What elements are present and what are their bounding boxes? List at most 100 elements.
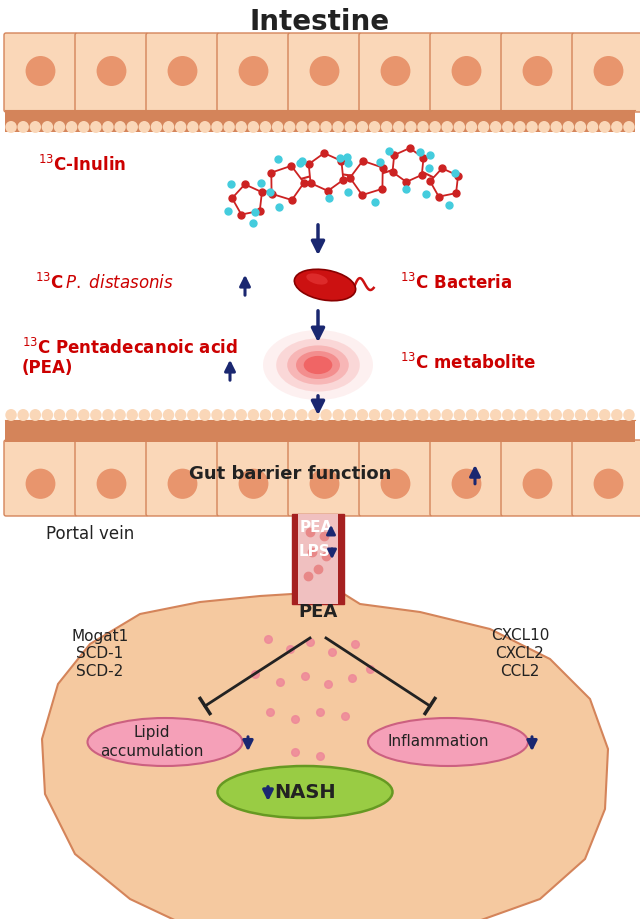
FancyBboxPatch shape <box>572 33 640 112</box>
Ellipse shape <box>307 273 328 285</box>
Ellipse shape <box>90 409 102 421</box>
Ellipse shape <box>26 469 56 499</box>
Ellipse shape <box>54 409 65 421</box>
Ellipse shape <box>550 121 562 133</box>
Ellipse shape <box>163 409 174 421</box>
Ellipse shape <box>393 121 404 133</box>
Ellipse shape <box>454 409 465 421</box>
Ellipse shape <box>287 346 349 384</box>
Polygon shape <box>350 161 383 195</box>
Ellipse shape <box>623 409 635 421</box>
FancyBboxPatch shape <box>146 33 219 112</box>
Bar <box>5 420 635 442</box>
Text: Gut barrier function: Gut barrier function <box>189 465 391 483</box>
Ellipse shape <box>284 121 296 133</box>
Text: Lipid
accumulation: Lipid accumulation <box>100 724 204 759</box>
Ellipse shape <box>310 56 339 86</box>
FancyBboxPatch shape <box>75 33 148 112</box>
Ellipse shape <box>168 56 197 86</box>
Ellipse shape <box>526 409 538 421</box>
FancyArrowPatch shape <box>264 787 272 798</box>
Text: $^{13}$C Pentadecanoic acid: $^{13}$C Pentadecanoic acid <box>22 338 238 358</box>
Ellipse shape <box>78 121 90 133</box>
Polygon shape <box>430 168 458 197</box>
Ellipse shape <box>320 409 332 421</box>
Text: CXCL2: CXCL2 <box>495 646 545 662</box>
Ellipse shape <box>211 121 223 133</box>
Ellipse shape <box>175 121 186 133</box>
Ellipse shape <box>575 121 586 133</box>
FancyBboxPatch shape <box>146 440 219 516</box>
Bar <box>298 514 338 604</box>
Ellipse shape <box>320 121 332 133</box>
FancyBboxPatch shape <box>4 440 77 516</box>
Text: Inflammation: Inflammation <box>387 734 489 750</box>
FancyArrowPatch shape <box>312 396 324 412</box>
Ellipse shape <box>260 409 271 421</box>
Ellipse shape <box>344 121 356 133</box>
Ellipse shape <box>563 409 574 421</box>
Text: CCL2: CCL2 <box>500 664 540 679</box>
Ellipse shape <box>332 409 344 421</box>
Ellipse shape <box>623 121 635 133</box>
FancyArrowPatch shape <box>312 225 324 251</box>
Polygon shape <box>392 148 424 182</box>
Ellipse shape <box>296 409 308 421</box>
FancyBboxPatch shape <box>4 33 77 112</box>
Ellipse shape <box>454 121 465 133</box>
Ellipse shape <box>42 121 53 133</box>
Ellipse shape <box>563 121 574 133</box>
Ellipse shape <box>115 409 126 421</box>
Ellipse shape <box>42 409 53 421</box>
Ellipse shape <box>199 409 211 421</box>
Ellipse shape <box>66 121 77 133</box>
Polygon shape <box>42 594 608 919</box>
FancyBboxPatch shape <box>430 33 503 112</box>
Text: LPS: LPS <box>298 544 330 560</box>
FancyArrowPatch shape <box>328 528 335 535</box>
Ellipse shape <box>344 409 356 421</box>
Ellipse shape <box>139 121 150 133</box>
Ellipse shape <box>452 469 481 499</box>
Ellipse shape <box>294 269 356 301</box>
Ellipse shape <box>168 469 197 499</box>
Ellipse shape <box>276 338 360 391</box>
Ellipse shape <box>523 56 552 86</box>
Ellipse shape <box>236 121 247 133</box>
FancyArrowPatch shape <box>328 549 335 556</box>
Ellipse shape <box>490 121 501 133</box>
Ellipse shape <box>514 121 525 133</box>
Ellipse shape <box>452 56 481 86</box>
FancyBboxPatch shape <box>217 33 290 112</box>
Ellipse shape <box>308 121 320 133</box>
Ellipse shape <box>393 409 404 421</box>
FancyArrowPatch shape <box>528 737 536 748</box>
Ellipse shape <box>97 469 127 499</box>
Ellipse shape <box>150 121 162 133</box>
Text: $^{13}$C-Inulin: $^{13}$C-Inulin <box>38 155 126 175</box>
Text: NASH: NASH <box>274 782 336 801</box>
Ellipse shape <box>332 121 344 133</box>
Ellipse shape <box>526 121 538 133</box>
Ellipse shape <box>538 409 550 421</box>
Ellipse shape <box>150 409 162 421</box>
Ellipse shape <box>310 469 339 499</box>
Ellipse shape <box>102 121 114 133</box>
Ellipse shape <box>127 121 138 133</box>
Text: SCD-1: SCD-1 <box>76 646 124 662</box>
Polygon shape <box>232 185 262 214</box>
Ellipse shape <box>429 121 441 133</box>
FancyBboxPatch shape <box>359 33 432 112</box>
FancyArrowPatch shape <box>470 469 479 484</box>
Ellipse shape <box>599 409 611 421</box>
Ellipse shape <box>405 121 417 133</box>
Ellipse shape <box>223 121 235 133</box>
Ellipse shape <box>538 121 550 133</box>
Text: SCD-2: SCD-2 <box>76 664 124 679</box>
Ellipse shape <box>587 409 598 421</box>
Ellipse shape <box>523 469 552 499</box>
Ellipse shape <box>78 409 90 421</box>
Text: Intestine: Intestine <box>250 8 390 36</box>
FancyBboxPatch shape <box>288 440 361 516</box>
Ellipse shape <box>263 330 373 400</box>
